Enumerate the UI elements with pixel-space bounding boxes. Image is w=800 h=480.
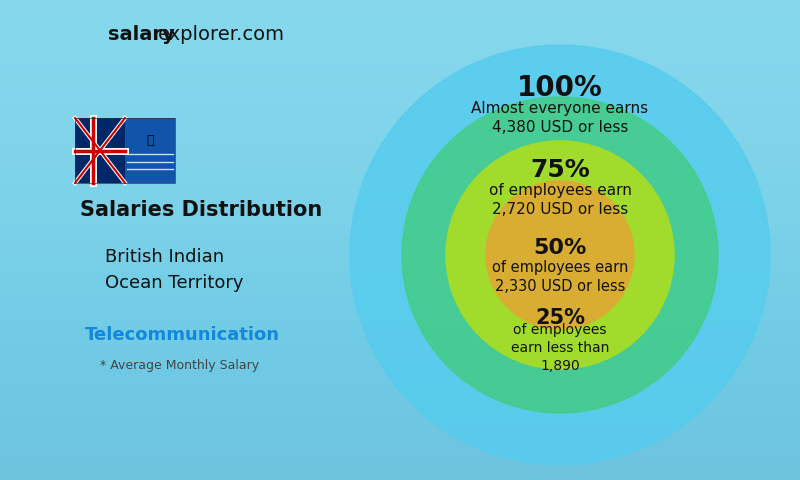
Text: of employees earn
2,720 USD or less: of employees earn 2,720 USD or less xyxy=(489,182,631,217)
Circle shape xyxy=(350,45,770,465)
Text: * Average Monthly Salary: * Average Monthly Salary xyxy=(100,359,259,372)
Text: of employees
earn less than
1,890: of employees earn less than 1,890 xyxy=(511,323,609,373)
Bar xyxy=(125,118,175,183)
Text: 100%: 100% xyxy=(517,74,603,102)
Text: of employees earn
2,330 USD or less: of employees earn 2,330 USD or less xyxy=(492,260,628,294)
Bar xyxy=(75,118,175,183)
Text: British Indian
Ocean Territory: British Indian Ocean Territory xyxy=(105,249,243,291)
Text: Telecommunication: Telecommunication xyxy=(85,326,280,344)
Text: Salaries Distribution: Salaries Distribution xyxy=(80,200,322,220)
Text: Almost everyone earns
4,380 USD or less: Almost everyone earns 4,380 USD or less xyxy=(471,101,649,135)
Circle shape xyxy=(402,97,718,413)
Text: explorer.com: explorer.com xyxy=(158,25,285,44)
Text: 25%: 25% xyxy=(535,308,585,328)
Text: 50%: 50% xyxy=(534,238,586,258)
Text: 75%: 75% xyxy=(530,158,590,182)
Circle shape xyxy=(486,181,634,329)
Text: salary: salary xyxy=(108,25,174,44)
Text: 🌴: 🌴 xyxy=(146,134,154,147)
Circle shape xyxy=(446,141,674,369)
Bar xyxy=(75,118,175,183)
